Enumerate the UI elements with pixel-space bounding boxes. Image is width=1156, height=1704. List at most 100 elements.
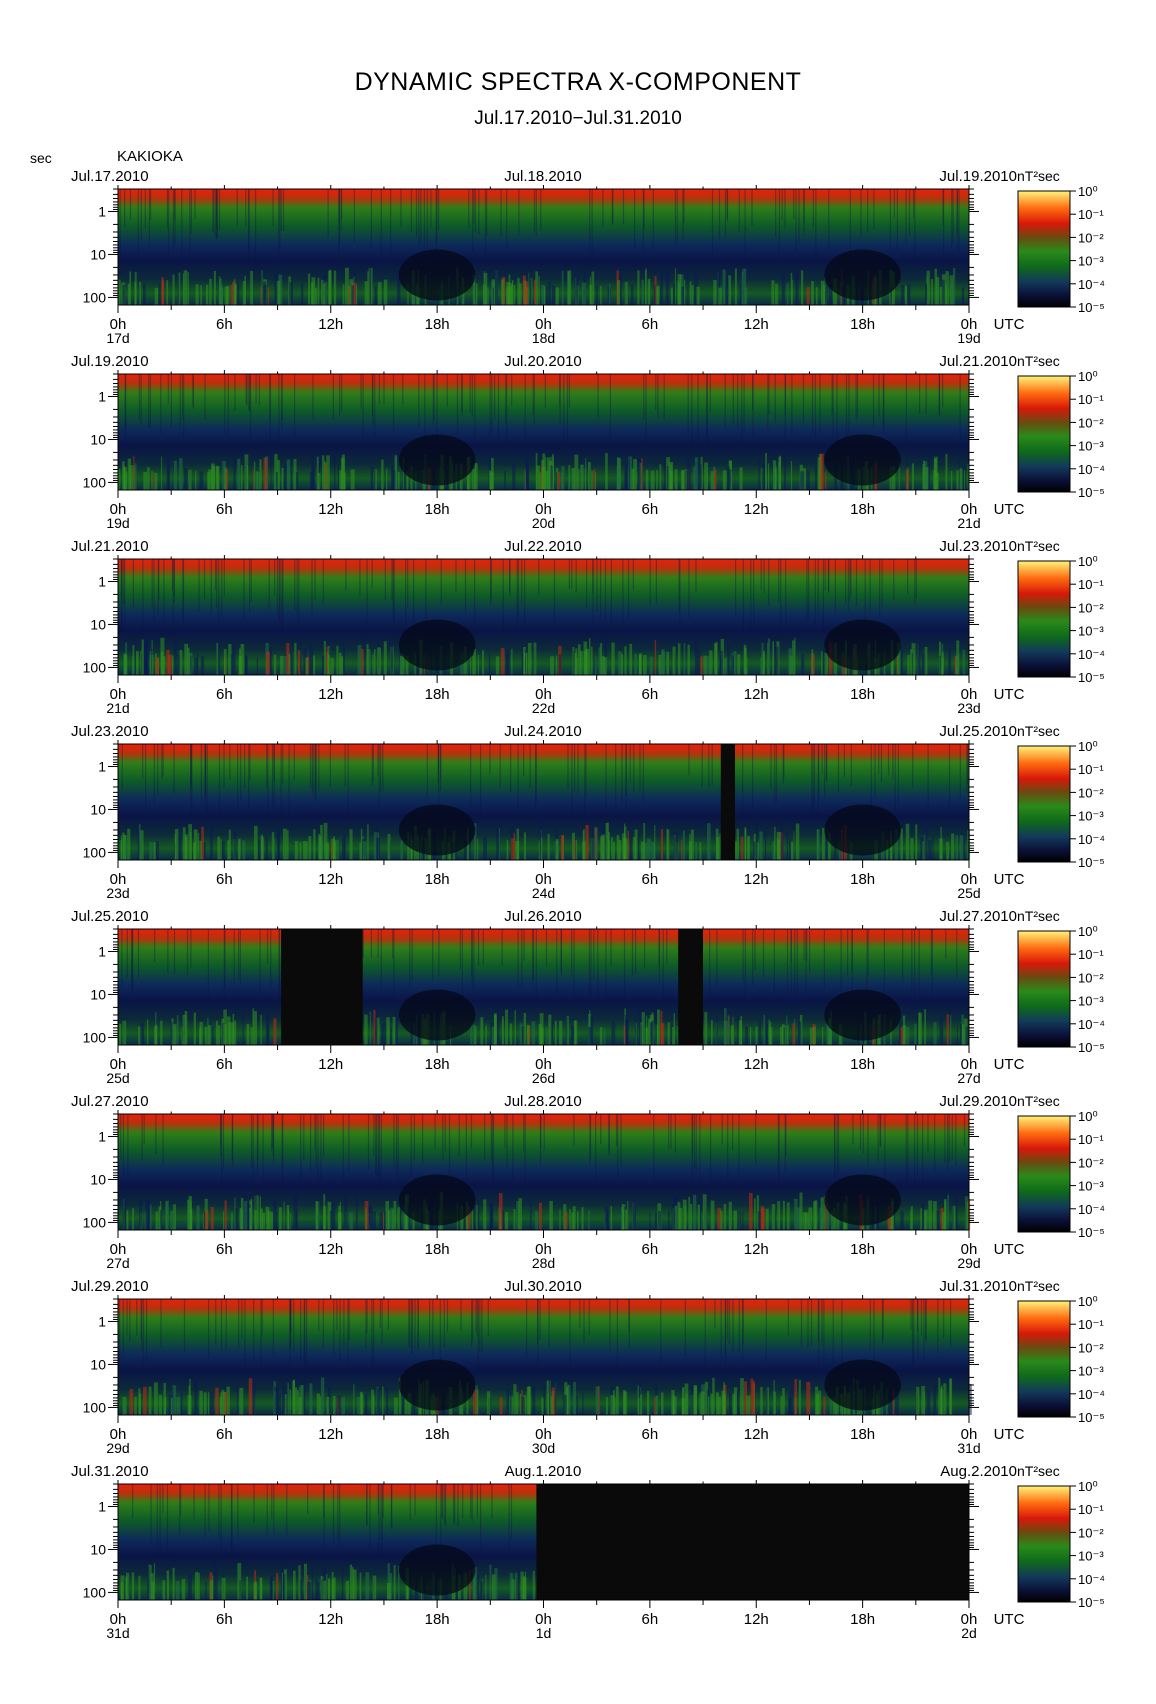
panel-mid-date: Jul.30.2010 — [504, 1278, 582, 1295]
x-tick-label: 12h — [744, 1241, 769, 1258]
data-gap — [536, 1484, 969, 1600]
x-tick-label: 0h — [535, 1241, 552, 1258]
day-label: 29d — [957, 1255, 980, 1271]
x-tick-label: 18h — [850, 1611, 875, 1628]
x-tick-label: 18h — [425, 1241, 450, 1258]
x-tick-label: 6h — [216, 1611, 233, 1628]
day-label: 28d — [532, 1255, 555, 1271]
x-tick-label: 0h — [110, 1241, 127, 1258]
spectrogram-panel: Jul.23.2010 Jul.24.2010 Jul.25.2010 nT²sec 1… — [71, 723, 1105, 901]
y-tick-label: 1 — [98, 758, 106, 774]
x-tick-label: 12h — [744, 1426, 769, 1443]
day-label: 25d — [957, 885, 980, 901]
y-tick-label: 100 — [83, 1029, 107, 1045]
spectrogram-texture — [118, 374, 970, 490]
x-tick-label: 18h — [850, 1241, 875, 1258]
spectrogram-panel: Jul.27.2010 Jul.28.2010 Jul.29.2010 nT²sec 1… — [71, 1093, 1105, 1271]
y-tick-label: 1 — [98, 388, 106, 404]
day-label: 30d — [532, 1440, 555, 1456]
x-tick-label: 0h — [535, 316, 552, 333]
colorbar-label: 10⁻² — [1078, 230, 1104, 245]
colorbar-label: 10⁻⁴ — [1078, 647, 1105, 662]
spectrogram-texture — [118, 189, 965, 305]
colorbar-label: 10⁻² — [1078, 415, 1104, 430]
x-tick-label: 6h — [216, 871, 233, 888]
panel-mid-date: Jul.20.2010 — [504, 353, 582, 370]
x-tick-label: 0h — [961, 1056, 978, 1073]
x-tick-label: 0h — [961, 871, 978, 888]
day-label: 21d — [106, 700, 129, 716]
spectrogram-texture — [119, 1299, 972, 1415]
data-gap — [678, 929, 703, 1045]
day-label: 22d — [532, 700, 555, 716]
colorbar-label: 10⁻⁵ — [1078, 1595, 1105, 1610]
x-tick-label: 0h — [961, 1426, 978, 1443]
colorbar — [1017, 560, 1071, 678]
colorbar-label: 10⁻⁵ — [1078, 1410, 1105, 1425]
panel-end-date: Aug.2.2010 — [940, 1463, 1017, 1480]
colorbar-label: 10⁻¹ — [1078, 1502, 1104, 1517]
panel-mid-date: Jul.22.2010 — [504, 538, 582, 555]
y-tick-label: 10 — [90, 431, 106, 447]
x-tick-label: 18h — [425, 1426, 450, 1443]
y-tick-label: 1 — [98, 1313, 106, 1329]
spectrogram-panel: Jul.17.2010 Jul.18.2010 Jul.19.2010 nT²sec 1… — [71, 168, 1105, 346]
day-label: 25d — [106, 1070, 129, 1086]
colorbar-label: 10⁻⁴ — [1078, 462, 1105, 477]
x-tick-label: 12h — [318, 1611, 343, 1628]
spectrogram-panel: Jul.25.2010 Jul.26.2010 Jul.27.2010 nT²sec 1… — [71, 908, 1105, 1086]
x-tick-label: 0h — [961, 501, 978, 518]
y-tick-label: 100 — [83, 1584, 107, 1600]
x-axis-unit: UTC — [994, 1426, 1025, 1443]
day-label: 18d — [532, 330, 555, 346]
day-label: 1d — [536, 1625, 552, 1641]
y-tick-label: 10 — [90, 1171, 106, 1187]
colorbar-label: 10⁻⁴ — [1078, 1387, 1105, 1402]
day-label: 19d — [957, 330, 980, 346]
y-tick-label: 1 — [98, 573, 106, 589]
colorbar-unit: nT²sec — [1017, 1278, 1060, 1294]
x-axis-ticks — [117, 370, 970, 498]
x-axis-unit: UTC — [994, 871, 1025, 888]
x-tick-label: 0h — [110, 1611, 127, 1628]
x-tick-label: 0h — [535, 501, 552, 518]
x-tick-label: 12h — [744, 316, 769, 333]
colorbar-label: 10⁻⁵ — [1078, 855, 1105, 870]
panel-end-date: Jul.25.2010 — [939, 723, 1017, 740]
panel-end-date: Jul.23.2010 — [939, 538, 1017, 555]
colorbar-label: 10⁻¹ — [1078, 577, 1104, 592]
x-tick-label: 6h — [642, 1426, 659, 1443]
y-axis-ticks — [108, 928, 979, 1038]
colorbar-label: 10⁻³ — [1078, 624, 1104, 639]
y-tick-label: 100 — [83, 474, 107, 490]
x-tick-label: 12h — [744, 501, 769, 518]
colorbar-label: 10⁰ — [1078, 1109, 1098, 1124]
colorbar-label: 10⁻¹ — [1078, 392, 1104, 407]
day-label: 31d — [106, 1625, 129, 1641]
colorbar-label: 10⁻⁵ — [1078, 300, 1105, 315]
colorbar-label: 10⁻⁵ — [1078, 670, 1105, 685]
y-tick-label: 100 — [83, 844, 107, 860]
colorbar-label: 10⁻² — [1078, 970, 1104, 985]
x-tick-label: 0h — [110, 686, 127, 703]
x-axis-ticks — [117, 185, 970, 313]
panel-start-date: Jul.17.2010 — [71, 168, 149, 185]
x-tick-label: 6h — [642, 871, 659, 888]
x-tick-label: 0h — [961, 1611, 978, 1628]
x-tick-label: 0h — [535, 1426, 552, 1443]
y-tick-label: 10 — [90, 801, 106, 817]
x-tick-label: 6h — [216, 1426, 233, 1443]
x-tick-label: 6h — [642, 1056, 659, 1073]
x-axis-unit: UTC — [994, 501, 1025, 518]
x-tick-label: 6h — [216, 1056, 233, 1073]
colorbar-label: 10⁻¹ — [1078, 947, 1104, 962]
colorbar-unit: nT²sec — [1017, 1093, 1060, 1109]
x-axis-unit: UTC — [994, 1056, 1025, 1073]
x-tick-label: 6h — [216, 316, 233, 333]
day-label: 2d — [961, 1625, 977, 1641]
y-tick-label: 10 — [90, 1356, 106, 1372]
panel-start-date: Jul.29.2010 — [71, 1278, 149, 1295]
day-label: 31d — [957, 1440, 980, 1456]
x-tick-label: 12h — [318, 1241, 343, 1258]
y-axis-unit: sec — [30, 150, 52, 166]
